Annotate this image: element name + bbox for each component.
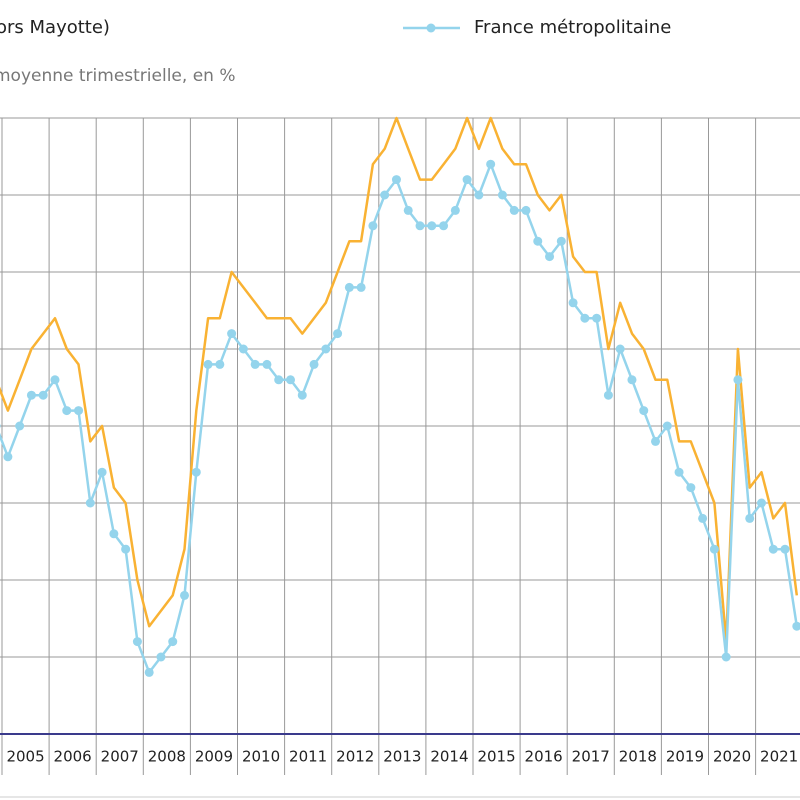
data-point — [391, 175, 401, 185]
legend-label: France métropolitaine — [474, 17, 671, 38]
x-tick-label: 2017 — [572, 748, 610, 766]
data-point — [709, 544, 719, 554]
x-tick-label: 2018 — [619, 748, 657, 766]
data-point — [309, 359, 319, 369]
data-point — [321, 344, 331, 354]
data-point — [698, 513, 708, 523]
chart-subtitle: moyenne trimestrielle, en % — [0, 66, 236, 86]
data-point — [627, 375, 637, 385]
data-point — [509, 205, 519, 215]
x-tick-label: 2014 — [430, 748, 468, 766]
series-line — [0, 162, 799, 674]
data-point — [780, 544, 790, 554]
x-tick-label: 2021 — [760, 748, 798, 766]
x-tick-label: 2016 — [525, 748, 563, 766]
data-point — [144, 667, 154, 677]
data-point — [132, 637, 142, 647]
data-point — [274, 375, 284, 385]
data-point — [639, 406, 649, 416]
data-point — [415, 221, 425, 231]
data-point — [521, 205, 531, 215]
data-point — [545, 252, 555, 262]
x-tick-label: 2019 — [666, 748, 704, 766]
data-point — [603, 390, 613, 400]
x-tick-label: 2010 — [242, 748, 280, 766]
x-tick-label: 2008 — [148, 748, 186, 766]
data-point — [238, 344, 248, 354]
data-point — [168, 637, 178, 647]
data-point — [380, 190, 390, 200]
data-point — [768, 544, 778, 554]
data-point — [26, 390, 36, 400]
data-point — [486, 159, 496, 169]
data-point — [756, 498, 766, 508]
data-point — [74, 406, 84, 416]
series-line — [0, 116, 799, 643]
data-point — [462, 175, 472, 185]
data-point — [191, 467, 201, 477]
legend-label: ors Mayotte) — [0, 17, 110, 38]
data-point — [497, 190, 507, 200]
x-tick-label: 2007 — [101, 748, 139, 766]
data-point — [356, 282, 366, 292]
data-point — [474, 190, 484, 200]
data-point — [97, 467, 107, 477]
data-point — [215, 359, 225, 369]
x-tick-label: 2005 — [6, 748, 44, 766]
x-tick-label: 2011 — [289, 748, 327, 766]
data-point — [686, 483, 696, 493]
data-point — [580, 313, 590, 323]
data-point — [733, 375, 743, 385]
x-tick-label: 2009 — [195, 748, 233, 766]
data-point — [227, 329, 237, 339]
data-point — [674, 467, 684, 477]
data-point — [568, 298, 578, 308]
data-point — [15, 421, 25, 431]
data-point — [450, 205, 460, 215]
data-point — [439, 221, 449, 231]
data-point — [285, 375, 295, 385]
data-point — [3, 452, 13, 462]
data-point — [403, 205, 413, 215]
data-point — [297, 390, 307, 400]
data-point — [721, 652, 731, 662]
data-point — [533, 236, 543, 246]
data-point — [50, 375, 60, 385]
data-point — [62, 406, 72, 416]
legend-marker — [426, 23, 436, 33]
data-point — [662, 421, 672, 431]
data-point — [85, 498, 95, 508]
data-point — [38, 390, 48, 400]
x-tick-label: 2012 — [336, 748, 374, 766]
data-point — [615, 344, 625, 354]
x-tick-label: 2006 — [54, 748, 92, 766]
data-point — [262, 359, 272, 369]
data-point — [651, 436, 661, 446]
data-point — [156, 652, 166, 662]
x-tick-label: 2020 — [713, 748, 751, 766]
data-point — [250, 359, 260, 369]
data-point — [109, 529, 119, 539]
data-point — [592, 313, 602, 323]
data-point — [427, 221, 437, 231]
data-point — [121, 544, 131, 554]
data-point — [745, 513, 755, 523]
data-point — [333, 329, 343, 339]
x-tick-label: 2015 — [477, 748, 515, 766]
data-point — [368, 221, 378, 231]
data-point — [203, 359, 213, 369]
data-point — [180, 590, 190, 600]
data-point — [556, 236, 566, 246]
data-point — [344, 282, 354, 292]
x-tick-label: 2013 — [383, 748, 421, 766]
data-point — [792, 621, 800, 631]
data-point — [0, 423, 1, 429]
